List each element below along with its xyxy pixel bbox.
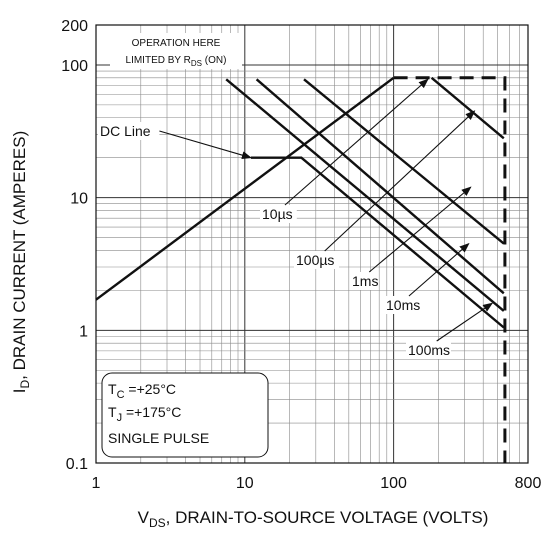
annotation-arrow-3 xyxy=(368,186,472,273)
note-line1: OPERATION HERE xyxy=(132,38,221,49)
x-tick-label: 10 xyxy=(236,475,254,492)
annotations: DC Line 10µs 100µs 1ms 10ms 100ms xyxy=(98,78,494,359)
tj-condition: TJ =+175°C xyxy=(108,404,181,424)
annotation-arrow-2 xyxy=(324,110,476,252)
annotation-arrow-5 xyxy=(436,302,494,342)
y-tick-label: 200 xyxy=(61,18,88,35)
x-tick-label: 1 xyxy=(92,475,101,492)
annotation-label-2: 100µs xyxy=(296,252,334,268)
series-line-3 xyxy=(225,78,505,312)
series-line-6 xyxy=(430,76,505,140)
rds-limit-note: OPERATION HERE LIMITED BY RDS (ON) xyxy=(110,33,242,69)
annotation-label-bg xyxy=(350,272,379,290)
series-line-4 xyxy=(255,78,505,295)
annotation-label-bg xyxy=(384,296,421,314)
y-tick-label: 10 xyxy=(70,191,88,208)
series-lines xyxy=(95,76,507,463)
annotation-arrow-0 xyxy=(159,130,252,160)
grid-lines xyxy=(96,25,528,463)
note-line2: LIMITED BY RDS (ON) xyxy=(126,55,227,68)
annotation-label-bg xyxy=(294,251,339,269)
tc-condition: TC =+25°C xyxy=(108,381,176,401)
annotation-label-0: DC Line xyxy=(100,123,151,139)
series-line-0 xyxy=(95,76,395,301)
annotation-label-1: 10µs xyxy=(262,206,293,222)
annotation-label-bg xyxy=(98,122,160,140)
annotation-label-4: 10ms xyxy=(386,297,420,313)
x-tick-label: 100 xyxy=(380,475,407,492)
series-line-2 xyxy=(251,156,505,329)
annotation-label-5: 100ms xyxy=(408,342,450,358)
annotation-label-3: 1ms xyxy=(352,273,378,289)
x-tick-label: 800 xyxy=(515,475,542,492)
plot-frame xyxy=(95,24,529,464)
x-axis-title: VDS, DRAIN-TO-SOURCE VOLTAGE (VOLTS) xyxy=(138,508,489,530)
y-tick-label: 100 xyxy=(61,58,88,75)
annotation-label-bg xyxy=(406,341,451,359)
conditions-box: TC =+25°C TJ =+175°C SINGLE PULSE xyxy=(101,372,269,458)
annotation-arrow-4 xyxy=(408,242,470,297)
y-tick-label: 0.1 xyxy=(66,456,88,473)
series-line-1 xyxy=(393,76,507,463)
y-axis-title: ID, DRAIN CURRENT (AMPERES) xyxy=(10,131,32,393)
pulse-condition: SINGLE PULSE xyxy=(108,430,209,446)
annotation-arrow-1 xyxy=(284,78,429,206)
series-line-5 xyxy=(303,78,505,245)
y-tick-label: 1 xyxy=(79,323,88,340)
annotation-label-bg xyxy=(260,205,297,223)
